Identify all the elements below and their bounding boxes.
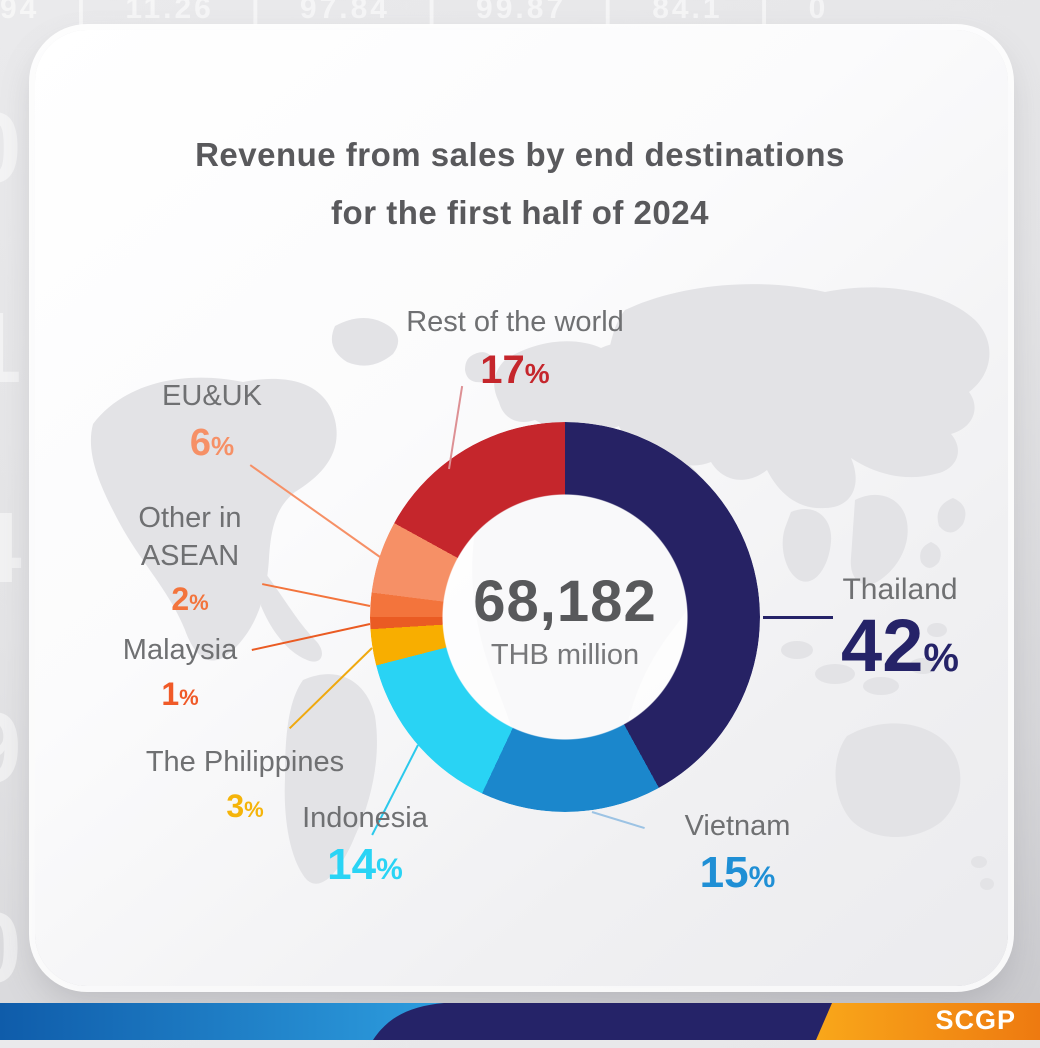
indonesia-label: Indonesia 14% bbox=[260, 800, 470, 890]
rest-of-world-label: Rest of the world 17% bbox=[385, 304, 645, 393]
total-revenue-unit: THB million bbox=[490, 639, 640, 671]
euuk-name: EU&UK bbox=[162, 380, 262, 412]
rest-of-world-name: Rest of the world bbox=[406, 306, 624, 338]
other-asean-name: Other in ASEAN bbox=[138, 502, 242, 572]
philippines-percent: 3% bbox=[226, 787, 264, 824]
background-digits-column: 0 1 4 9 0 bbox=[0, 48, 22, 1048]
euuk-percent: 6% bbox=[189, 421, 235, 464]
vietnam-name: Vietnam bbox=[684, 810, 791, 842]
vietnam-label: Vietnam 15% bbox=[635, 808, 840, 898]
malaysia-percent: 1% bbox=[161, 675, 199, 712]
donut-center-text: 68,182 THB million bbox=[370, 568, 760, 672]
title-line-1: Revenue from sales by end destinations bbox=[195, 136, 845, 173]
rest-of-world-percent: 17% bbox=[480, 347, 550, 392]
donut-chart: 68,182 THB million bbox=[370, 422, 760, 812]
background-ticker-numbers: 94 | 11.26 | 97.84 | 99.87 | 84.1 | 0 bbox=[0, 0, 829, 25]
thailand-leader-line bbox=[763, 616, 833, 619]
page-title: Revenue from sales by end destinations f… bbox=[0, 126, 1040, 242]
philippines-name: The Philippines bbox=[145, 746, 345, 778]
scgp-logo: SCGP bbox=[935, 1005, 1016, 1035]
title-line-2: for the first half of 2024 bbox=[331, 193, 709, 231]
malaysia-label: Malaysia 1% bbox=[85, 632, 275, 713]
malaysia-name: Malaysia bbox=[122, 634, 238, 666]
other-asean-label: Other in ASEAN 2% bbox=[95, 500, 285, 618]
total-revenue-value: 68,182 bbox=[473, 569, 657, 634]
philippines-label: The Philippines 3% bbox=[120, 744, 370, 825]
footer-banner-shapes bbox=[0, 1003, 1040, 1040]
thailand-name: Thailand bbox=[842, 573, 958, 606]
vietnam-percent: 15% bbox=[699, 847, 776, 897]
thailand-percent: 42% bbox=[841, 604, 959, 687]
footer-banner: SCGP bbox=[0, 1003, 1040, 1040]
indonesia-percent: 14% bbox=[327, 839, 403, 889]
euuk-label: EU&UK 6% bbox=[127, 378, 297, 465]
indonesia-name: Indonesia bbox=[302, 802, 428, 834]
thailand-label: Thailand 42% bbox=[795, 570, 1005, 688]
other-asean-percent: 2% bbox=[171, 581, 209, 618]
donut-ring bbox=[370, 422, 760, 812]
